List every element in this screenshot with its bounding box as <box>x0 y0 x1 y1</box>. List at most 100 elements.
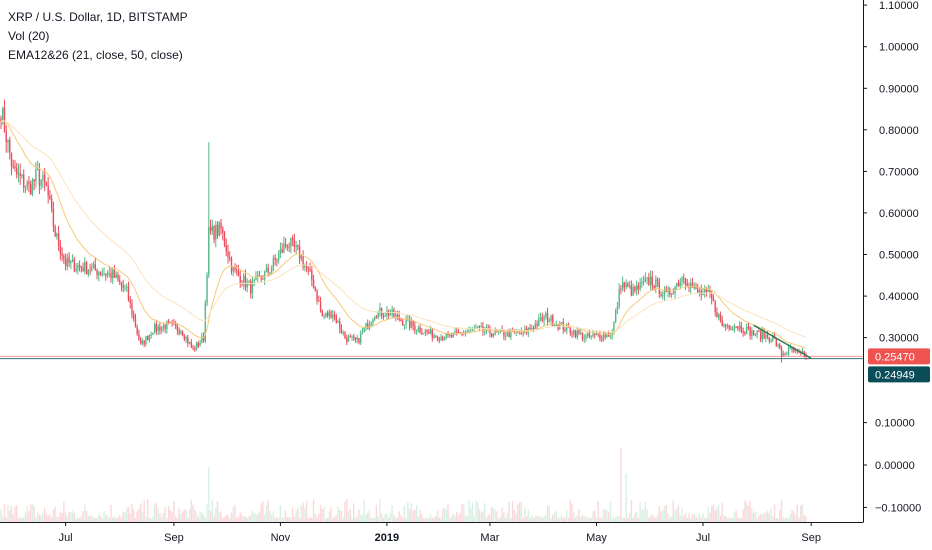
volume-bar <box>35 517 37 522</box>
candle-body <box>787 347 790 354</box>
volume-bar <box>80 516 83 522</box>
candle-body <box>124 287 126 289</box>
volume-bar <box>180 513 182 522</box>
candle-body <box>307 268 310 270</box>
candle-body <box>733 326 736 330</box>
candle-body <box>616 306 619 311</box>
candle-body <box>201 336 203 343</box>
candle-body <box>9 139 11 153</box>
volume-bar <box>705 518 708 522</box>
candle-body <box>543 316 545 322</box>
candle-body <box>164 325 166 330</box>
candle-body <box>747 327 750 329</box>
volume-bar <box>61 512 63 522</box>
volume-bar <box>112 516 114 522</box>
volume-bar <box>370 517 372 522</box>
candle-body <box>291 238 294 240</box>
volume-bar <box>525 515 528 522</box>
candle-body <box>670 293 673 295</box>
volume-bar <box>115 517 117 522</box>
candle-body <box>129 299 131 304</box>
volume-bar <box>714 510 716 522</box>
candle-body <box>719 314 722 320</box>
candle-body <box>220 222 222 229</box>
candle-body <box>108 272 110 274</box>
volume-bar <box>304 507 306 522</box>
candle-body <box>77 265 79 269</box>
volume-bar <box>353 503 355 522</box>
candle-body <box>225 245 227 252</box>
candle-body <box>571 333 573 335</box>
volume-bar <box>291 507 294 522</box>
date-tick-label: Jul <box>696 532 710 544</box>
volume-bar <box>562 517 564 522</box>
candle-body <box>241 283 243 285</box>
candle-body <box>115 274 117 278</box>
volume-bar <box>704 517 706 522</box>
volume-bar <box>578 509 580 522</box>
volume-bar <box>47 515 49 522</box>
volume-bar <box>145 516 147 522</box>
volume-bar <box>382 517 385 522</box>
candle-body <box>71 259 74 262</box>
candle-body <box>14 166 16 169</box>
candle-body <box>265 267 268 272</box>
volume-bar <box>241 515 243 522</box>
volume-bar <box>475 500 477 522</box>
date-tick-label: May <box>586 532 607 544</box>
candle-body <box>250 281 252 294</box>
volume-bar <box>360 515 362 522</box>
candle-body <box>363 328 365 333</box>
candle-body <box>745 327 748 334</box>
volume-bar <box>239 511 241 522</box>
candle-body <box>426 330 428 333</box>
candle-body <box>373 317 376 320</box>
candle-body <box>487 327 489 329</box>
volume-bar <box>520 502 523 522</box>
volume-bar <box>686 518 688 522</box>
candle-body <box>412 321 414 326</box>
candle-body <box>475 327 477 329</box>
candle-body <box>110 272 112 279</box>
volume-bar <box>590 517 592 522</box>
candle-body <box>256 275 259 277</box>
candle-body <box>695 285 697 290</box>
candle-body <box>780 348 783 356</box>
volume-bar <box>75 517 77 522</box>
candle-body <box>204 303 207 341</box>
ema-lines <box>0 119 812 360</box>
candle-body <box>707 290 709 292</box>
candle-body <box>43 174 46 182</box>
volume-bar <box>143 500 145 522</box>
volume-bar <box>19 517 21 522</box>
volume-bar <box>265 505 268 522</box>
candle-body <box>580 332 582 334</box>
candle-body <box>744 332 746 334</box>
candle-body <box>255 276 257 280</box>
candle-body <box>267 267 269 273</box>
candle-body <box>749 327 751 336</box>
candle-body <box>403 324 406 326</box>
candle-body <box>298 246 301 259</box>
volume-bar <box>286 517 289 522</box>
candle-body <box>244 275 247 288</box>
volume-bar <box>585 515 587 522</box>
volume-bar <box>248 515 250 522</box>
volume-bar <box>250 514 252 522</box>
volume-bar <box>305 500 308 522</box>
candle-body <box>33 179 35 182</box>
volume-bar <box>290 517 292 522</box>
candle-body <box>218 222 220 236</box>
volume-bar <box>429 513 432 522</box>
candle-body <box>323 316 325 318</box>
volume-bar <box>66 516 69 522</box>
volume-bar <box>602 508 605 522</box>
volume-bar <box>222 517 224 522</box>
candle-body <box>70 261 72 263</box>
volume-bar <box>487 514 489 522</box>
volume-bar <box>663 505 666 522</box>
volume-bar <box>258 511 261 522</box>
volume-bar <box>632 517 634 522</box>
